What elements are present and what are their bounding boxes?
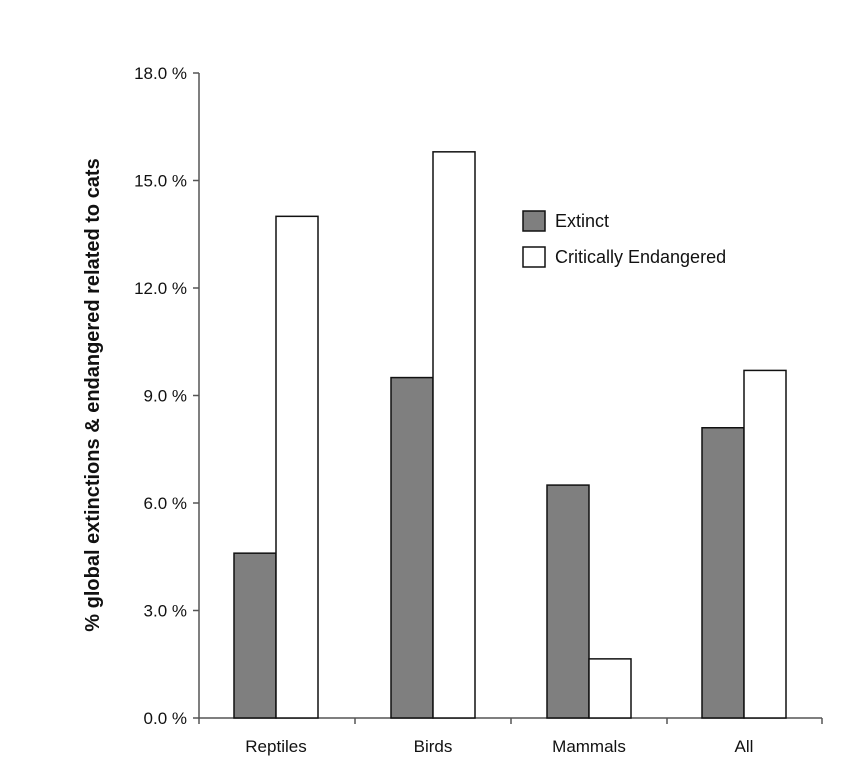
x-tick-label: All bbox=[735, 737, 754, 756]
y-tick-label: 18.0 % bbox=[134, 64, 187, 83]
bar-critically-endangered-reptiles bbox=[275, 215, 319, 719]
y-tick-label: 15.0 % bbox=[134, 172, 187, 191]
y-tick-label: 9.0 % bbox=[144, 387, 187, 406]
legend-swatch bbox=[522, 246, 546, 268]
bar-extinct-reptiles bbox=[233, 552, 277, 719]
y-tick-label: 6.0 % bbox=[144, 494, 187, 513]
bar-extinct-mammals bbox=[546, 484, 590, 719]
x-tick-label: Birds bbox=[414, 737, 453, 756]
bars bbox=[233, 151, 787, 719]
y-tick-label: 0.0 % bbox=[144, 709, 187, 728]
x-tick-label: Mammals bbox=[552, 737, 626, 756]
legend: Extinct Critically Endangered bbox=[522, 210, 726, 268]
bar-critically-endangered-mammals bbox=[588, 658, 632, 719]
x-tick-labels: Reptiles Birds Mammals All bbox=[198, 718, 823, 756]
legend-label: Critically Endangered bbox=[555, 247, 726, 267]
legend-label: Extinct bbox=[555, 211, 609, 231]
y-tick-label: 12.0 % bbox=[134, 279, 187, 298]
y-axis-label: % global extinctions & endangered relate… bbox=[82, 158, 104, 631]
bar-critically-endangered-birds bbox=[432, 151, 476, 719]
x-tick-label: Reptiles bbox=[245, 737, 306, 756]
y-ticks: 0.0 % 3.0 % 6.0 % 9.0 % 12.0 % 15.0 % 18.0 % bbox=[134, 64, 199, 728]
bar-extinct-all bbox=[701, 427, 745, 719]
bar-extinct-birds bbox=[390, 376, 434, 719]
legend-swatch bbox=[522, 210, 546, 232]
bar-critically-endangered-all bbox=[743, 369, 787, 719]
y-tick-label: 3.0 % bbox=[144, 602, 187, 621]
